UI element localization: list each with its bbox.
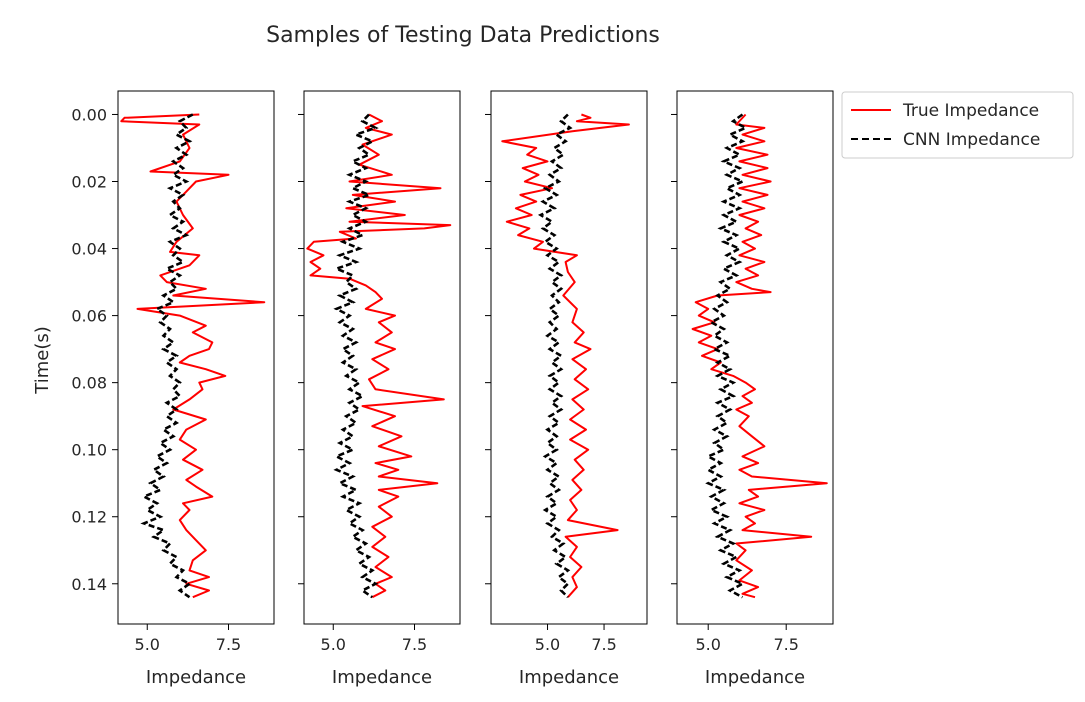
- x-tick-label: 5.0: [321, 635, 346, 654]
- cnn-impedance-line-3: [537, 113, 573, 599]
- x-axis-label-4: Impedance: [705, 667, 805, 688]
- y-tick-label: 0.08: [71, 374, 107, 393]
- x-tick-label: 5.0: [695, 635, 720, 654]
- x-tick-label: 7.5: [402, 635, 427, 654]
- true-impedance-line-1: [120, 113, 266, 599]
- x-axis-label-2: Impedance: [332, 667, 432, 688]
- true-impedance-line-3: [501, 113, 630, 598]
- panel-frame-4: [676, 90, 834, 625]
- legend: True Impedance CNN Impedance: [841, 91, 1074, 159]
- y-tick-label: 0.02: [71, 173, 107, 192]
- panel-2: 5.0 7.5 Impedance: [298, 90, 461, 688]
- y-axis-label: Time(s): [32, 326, 53, 394]
- panel-frame-3: [490, 90, 648, 625]
- panel-4: 5.0 7.5 Impedance: [671, 90, 834, 688]
- cnn-impedance-line-2: [332, 113, 379, 599]
- panel-3: 5.0 7.5 Impedance: [485, 90, 648, 688]
- y-tick-label: 0.04: [71, 240, 107, 259]
- cnn-impedance-line-1: [140, 113, 194, 599]
- x-tick-label: 7.5: [216, 635, 241, 654]
- legend-true-label: True Impedance: [902, 101, 1039, 121]
- y-tick-label: 0.10: [71, 441, 107, 460]
- true-impedance-line-2: [306, 113, 452, 599]
- panel-frame-1: [117, 90, 275, 625]
- true-impedance-line-4: [691, 113, 828, 599]
- panel-frame-2: [303, 90, 461, 625]
- legend-box: [841, 91, 1074, 159]
- legend-cnn-label: CNN Impedance: [903, 130, 1040, 150]
- cnn-impedance-line-4: [705, 113, 749, 599]
- x-axis-label-3: Impedance: [519, 667, 619, 688]
- x-tick-label: 5.0: [535, 635, 560, 654]
- panel-1: 5.0 7.5 Impedance 0.00 0.02 0.04 0.06 0.08 0.10 0…: [71, 90, 275, 688]
- y-tick-label: 0.12: [71, 508, 107, 527]
- x-axis-label-1: Impedance: [146, 667, 246, 688]
- panels: 5.0 7.5 Impedance 0.00 0.02 0.04 0.06 0.08 0.10 0…: [71, 90, 834, 688]
- chart-title: Samples of Testing Data Predictions: [266, 23, 660, 48]
- x-tick-label: 7.5: [591, 635, 616, 654]
- x-tick-label: 5.0: [135, 635, 160, 654]
- y-tick-label: 0.00: [71, 105, 107, 124]
- y-tick-label: 0.06: [71, 307, 107, 326]
- x-tick-label: 7.5: [773, 635, 798, 654]
- y-tick-label: 0.14: [71, 575, 107, 594]
